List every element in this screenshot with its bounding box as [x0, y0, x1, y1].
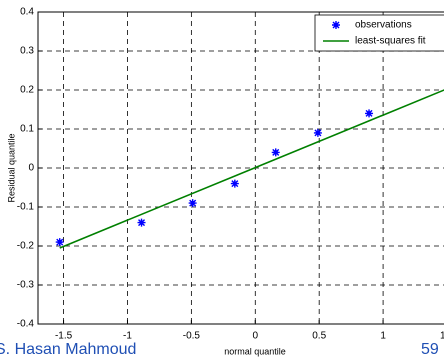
x-tick-label: -1: [123, 331, 132, 342]
footer-page: 59: [421, 341, 439, 358]
y-tick-label: 0: [28, 163, 34, 174]
observation-point: [188, 199, 197, 208]
y-tick-label: -0.4: [17, 319, 35, 330]
x-tick-label: -1.5: [55, 331, 73, 342]
legend-swatch: [332, 21, 340, 29]
x-tick-label: 0.5: [312, 331, 326, 342]
plot-frame: [37, 11, 444, 325]
y-axis-label: Residual quantile: [6, 133, 16, 202]
fit-line: [59, 89, 444, 249]
observation-point: [230, 179, 239, 188]
x-tick-label: -0.5: [183, 331, 201, 342]
y-tick-label: -0.1: [17, 202, 35, 213]
y-tick-label: 0.1: [20, 124, 34, 135]
y-tick-label: 0.3: [20, 46, 34, 57]
y-tick-label: -0.3: [17, 280, 35, 291]
legend-label: least-squares fit: [355, 36, 426, 47]
observation-point: [55, 238, 64, 247]
legend-label: observations: [355, 20, 412, 31]
y-tick-label: -0.2: [17, 241, 35, 252]
footer-author: S. Hasan Mahmoud: [0, 341, 136, 358]
x-axis-label: normal quantile: [224, 346, 286, 356]
observation-point: [365, 109, 374, 118]
observation-point: [137, 218, 146, 227]
x-tick-label: 1.5: [440, 331, 444, 342]
y-tick-label: 0.4: [20, 7, 34, 18]
x-tick-label: 1: [380, 331, 386, 342]
y-tick-label: 0.2: [20, 85, 34, 96]
observation-point: [271, 148, 280, 157]
x-tick-label: 0: [253, 331, 259, 342]
observation-point: [313, 128, 322, 137]
